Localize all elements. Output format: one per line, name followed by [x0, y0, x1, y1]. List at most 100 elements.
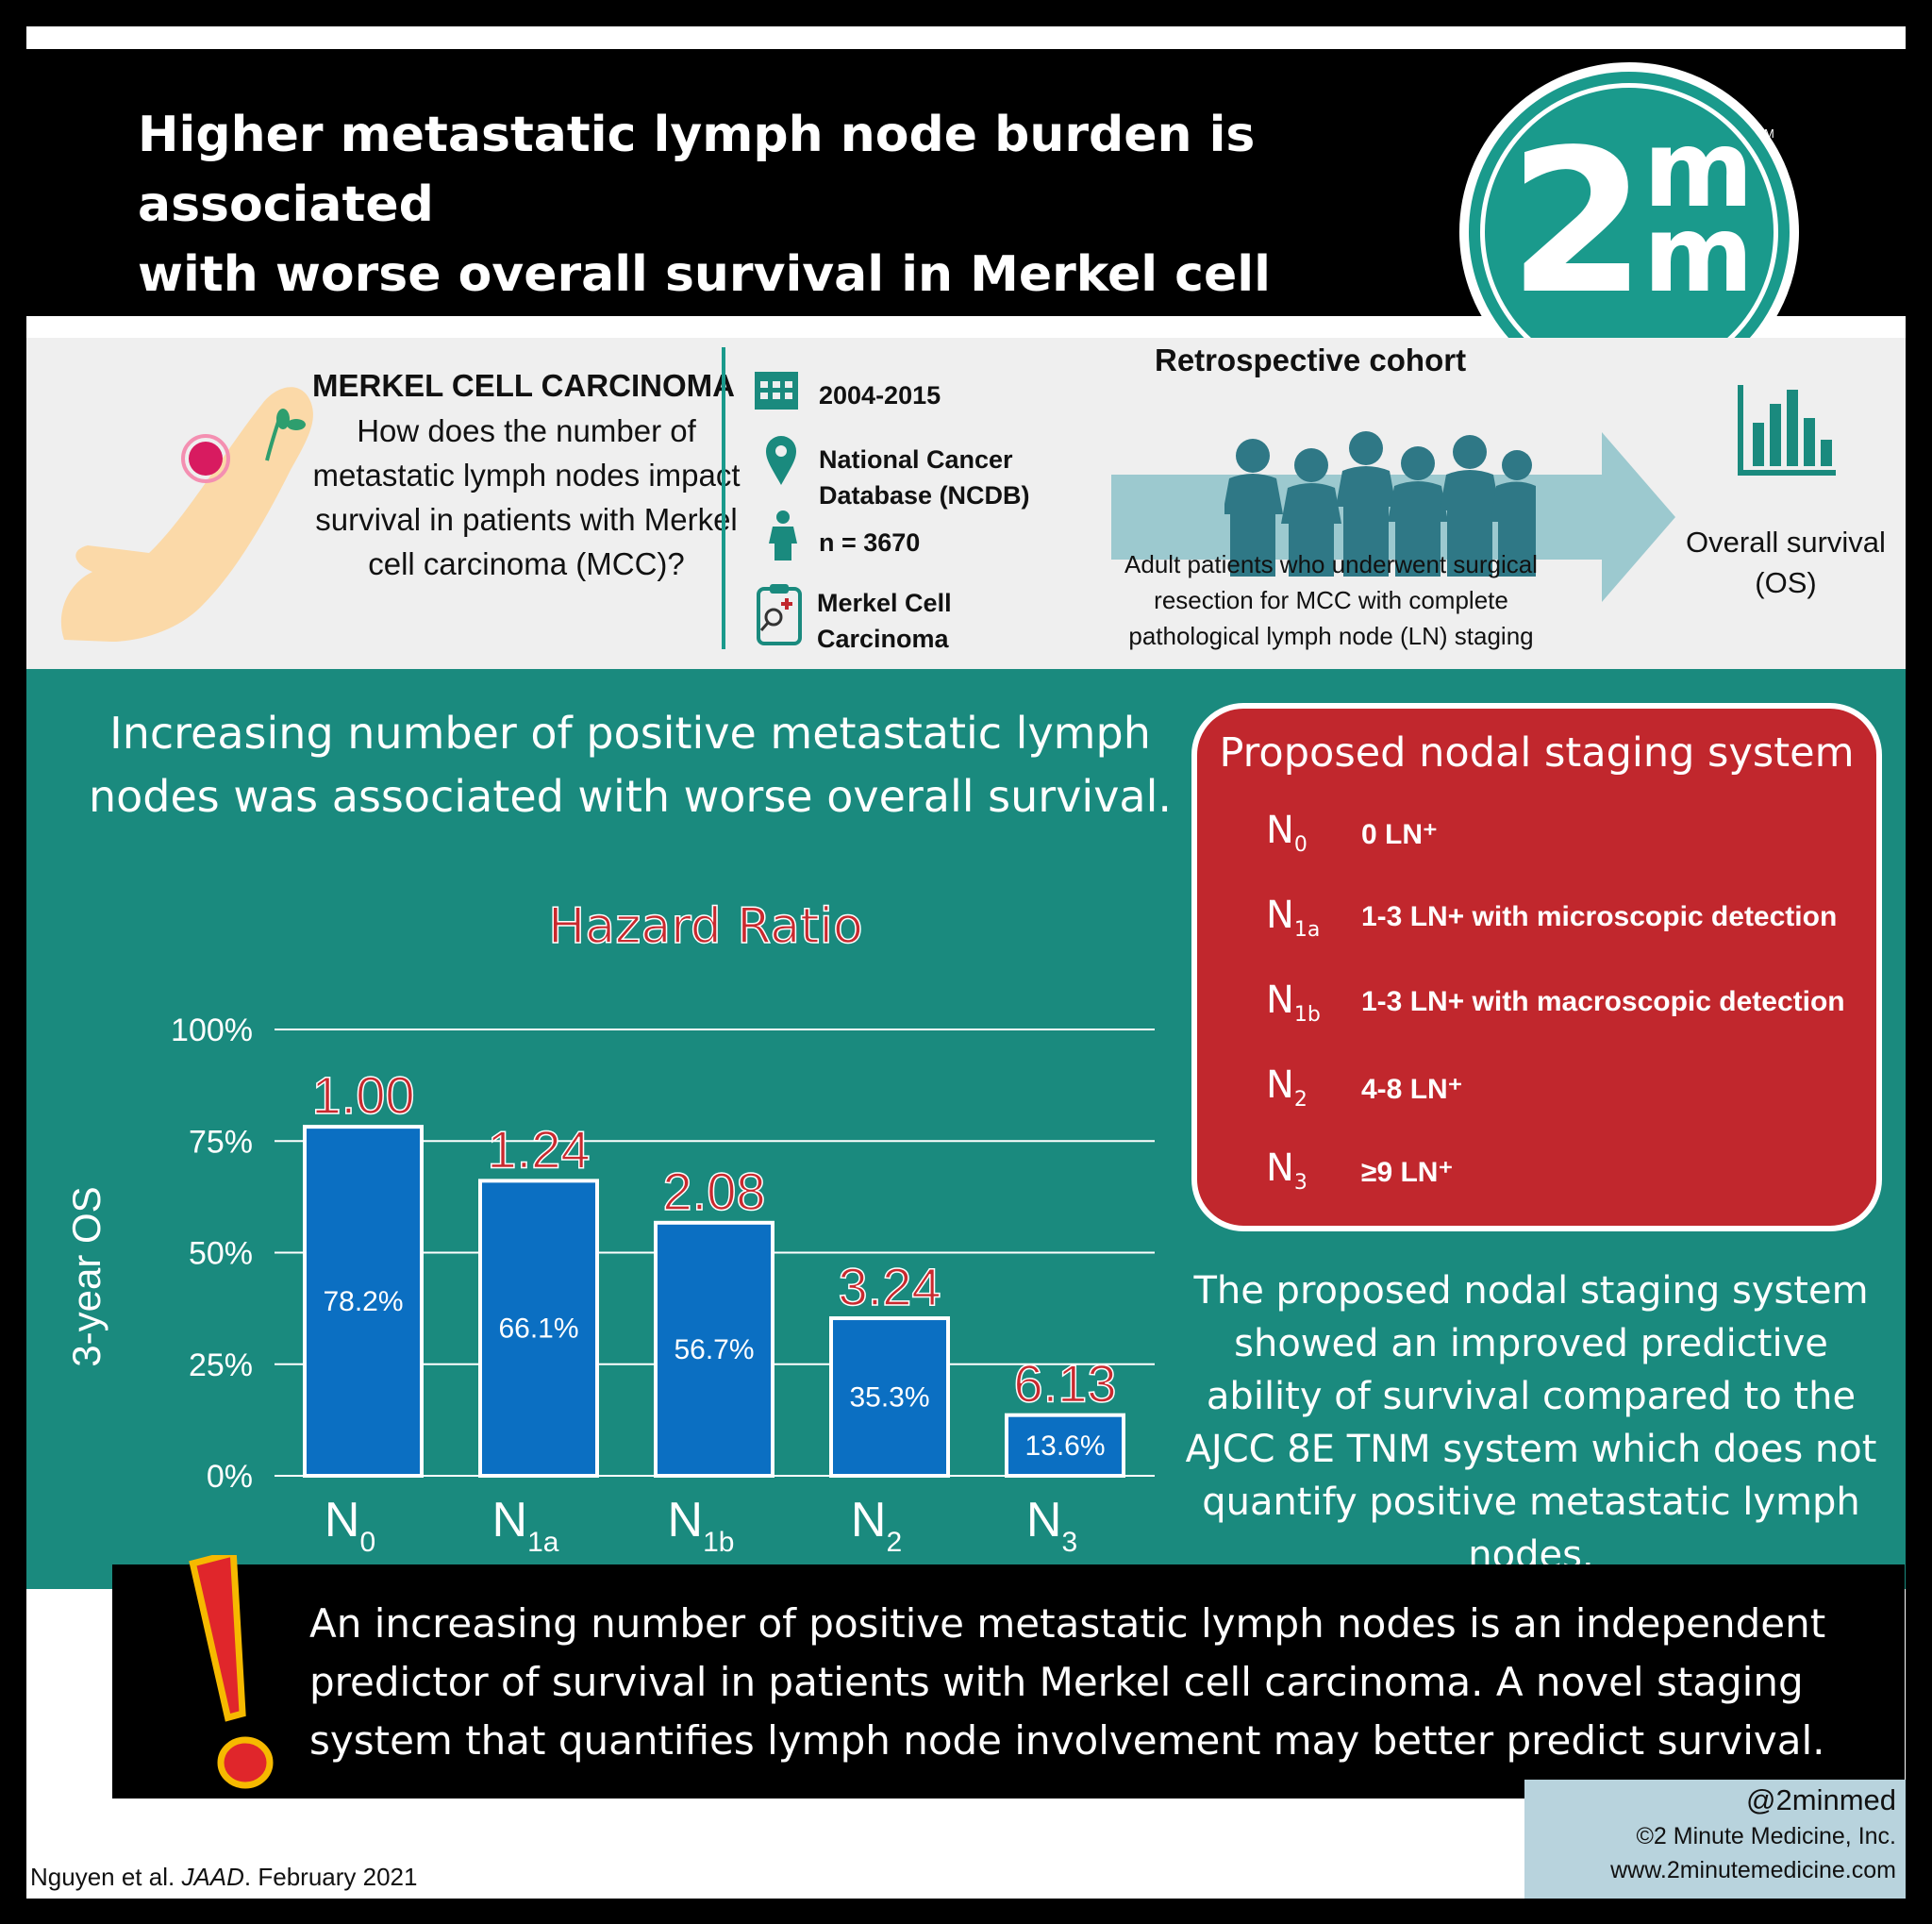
stage-code-n3: N3	[1266, 1146, 1307, 1195]
citation: Nguyen et al. JAAD. February 2021	[30, 1863, 417, 1892]
people-group-icon	[1224, 431, 1536, 577]
database-line-1: National Cancer	[819, 445, 1013, 474]
y-tick-label: 0%	[207, 1459, 253, 1495]
stage-code-sub: 1b	[1293, 1003, 1321, 1027]
logo-digit: 2	[1508, 107, 1647, 338]
staging-box: Proposed nodal staging system N0 0 LN⁺ N…	[1191, 703, 1882, 1231]
hazard-ratio-label: 6.13	[1014, 1354, 1117, 1414]
clipboard-icon	[757, 584, 802, 645]
bar	[829, 1316, 950, 1478]
title-line-1: Higher metastatic lymph node burden is a…	[138, 107, 1256, 233]
y-tick-label: 50%	[189, 1236, 253, 1272]
citation-journal: JAAD	[181, 1863, 244, 1891]
social-handle: @2minmed	[1746, 1783, 1896, 1816]
bar	[1005, 1413, 1125, 1478]
y-tick-label: 75%	[189, 1124, 253, 1160]
stage-code-sub: 3	[1293, 1171, 1307, 1195]
stage-code-sub: 0	[1293, 833, 1307, 857]
stage-desc-n0: 0 LN⁺	[1361, 819, 1438, 850]
study-years: 2004-2015	[819, 381, 941, 410]
bar-value-label: 13.6%	[1024, 1430, 1105, 1462]
bar-value-label: 35.3%	[849, 1382, 929, 1414]
stage-code-letter: N	[1266, 979, 1294, 1022]
hazard-ratio-label: 1.00	[312, 1065, 415, 1125]
disease-label: Merkel Cell Carcinoma	[817, 585, 952, 657]
stage-code-sub: 1a	[1293, 918, 1321, 942]
bar	[303, 1125, 424, 1478]
hazard-ratio-label: 3.24	[839, 1257, 941, 1316]
x-tick-main: N	[492, 1493, 528, 1548]
takeaway-banner	[112, 1564, 1905, 1799]
chart-title: Hazard Ratio	[547, 897, 863, 956]
bar-value-label: 78.2%	[323, 1286, 403, 1317]
x-tick-sub: 2	[886, 1527, 902, 1558]
stage-desc-n1b: 1-3 LN+ with macroscopic detection	[1361, 986, 1845, 1017]
calendar-icon	[755, 372, 798, 410]
stage-desc-n2: 4-8 LN⁺	[1361, 1074, 1463, 1105]
x-tick-main: N	[1026, 1493, 1062, 1548]
stage-code-letter: N	[1266, 1063, 1294, 1107]
footer-box	[1524, 1780, 1906, 1899]
x-tick-main: N	[325, 1493, 360, 1548]
cohort-title: Retrospective cohort	[1155, 343, 1467, 377]
info-divider	[722, 347, 725, 649]
main-finding: Increasing number of positive metastatic…	[88, 708, 1173, 822]
bar	[478, 1179, 599, 1479]
x-tick-label: N0	[325, 1493, 375, 1558]
database-label: National Cancer Database (NCDB)	[819, 442, 1030, 513]
hazard-ratio-label: 1.24	[488, 1119, 591, 1179]
survival-bar-chart: 0%25%50%75%100% 78.2%1.00N066.1%1.24N1a5…	[64, 1012, 1155, 1558]
infographic-canvas: Higher metastatic lymph node burden is a…	[26, 26, 1906, 1899]
stage-code-letter: N	[1266, 809, 1294, 852]
sample-size: n = 3670	[819, 528, 921, 557]
person-icon	[769, 510, 797, 560]
arm-lesion-icon	[60, 387, 313, 642]
bar	[654, 1220, 774, 1478]
stage-code-n0: N0	[1266, 809, 1307, 857]
x-tick-label: N1b	[668, 1493, 735, 1558]
stage-code-sub: 2	[1293, 1088, 1307, 1112]
x-tick-sub: 1b	[703, 1527, 734, 1558]
exclamation-icon	[189, 1555, 274, 1789]
staging-conclusion: The proposed nodal staging system showed…	[1185, 1269, 1877, 1577]
citation-authors: Nguyen et al.	[30, 1863, 182, 1891]
mcc-question: How does the number of metastatic lymph …	[312, 413, 741, 581]
logo-letter-top: m	[1643, 109, 1754, 231]
y-tick-label: 100%	[171, 1012, 253, 1048]
stage-desc-n3: ≥9 LN⁺	[1361, 1157, 1454, 1188]
2mm-logo: 2 m m TM	[1459, 62, 1799, 402]
cohort-description: Adult patients who underwent surgical re…	[1124, 550, 1538, 650]
disease-line-2: Carcinoma	[817, 625, 949, 653]
x-tick-label: N2	[851, 1493, 902, 1558]
citation-date: . February 2021	[243, 1863, 418, 1891]
logo-letter-bottom: m	[1643, 193, 1754, 316]
x-tick-label: N1a	[492, 1493, 559, 1558]
bar-value-label: 56.7%	[674, 1334, 754, 1365]
mcc-heading: MERKEL CELL CARCINOMA	[312, 368, 735, 403]
logo-trademark: TM	[1757, 126, 1774, 141]
stage-desc-n1a: 1-3 LN+ with microscopic detection	[1361, 901, 1838, 932]
stage-code-letter: N	[1266, 894, 1294, 937]
website-link[interactable]: www.2minutemedicine.com	[1610, 1857, 1896, 1883]
stage-code-n1b: N1b	[1266, 979, 1321, 1027]
y-tick-label: 25%	[189, 1347, 253, 1383]
stage-code-n1a: N1a	[1266, 894, 1320, 942]
outcome-label: Overall survival (OS)	[1686, 526, 1886, 599]
x-tick-sub: 1a	[527, 1527, 559, 1558]
takeaway-text: An increasing number of positive metasta…	[309, 1600, 1826, 1764]
hazard-ratio-label: 2.08	[663, 1162, 766, 1221]
bar-value-label: 66.1%	[498, 1313, 578, 1345]
staging-title: Proposed nodal staging system	[1219, 729, 1855, 777]
x-tick-sub: 0	[359, 1527, 375, 1558]
stage-code-n2: N2	[1266, 1063, 1307, 1112]
disease-line-1: Merkel Cell	[817, 589, 952, 617]
x-tick-label: N3	[1026, 1493, 1077, 1558]
x-tick-sub: 3	[1061, 1527, 1077, 1558]
database-line-2: Database (NCDB)	[819, 481, 1030, 510]
y-axis-label: 3-year OS	[64, 1186, 108, 1366]
bar-chart-icon	[1738, 385, 1836, 476]
x-tick-main: N	[668, 1493, 704, 1548]
stage-code-letter: N	[1266, 1146, 1294, 1190]
x-tick-main: N	[851, 1493, 887, 1548]
